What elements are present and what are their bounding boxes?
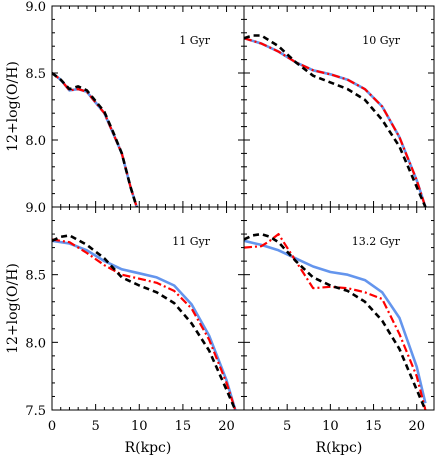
y-tick-label-8-0: 8.0 [25,134,46,149]
x-tick-label-20: 20 [218,419,235,434]
panel-label: 10 Gyr [362,34,400,47]
x-tick-label-10: 10 [131,419,148,434]
axes-ticks [243,5,435,208]
series-solid-line [244,36,427,207]
y-tick-label-8-0: 8.0 [25,336,46,351]
y-tick-label-8-5: 8.5 [25,67,46,82]
series-dashed-line [52,234,237,410]
panel-label: 13.2 Gyr [352,235,401,248]
axes-ticks [243,206,435,411]
y-axis-title: 12+log(O/H) [5,263,21,354]
series-solid-line [52,239,237,410]
series-dashed-line [52,71,138,207]
panel-11-gyr: 11 Gyr 9.0 8.5 8.0 7.50 5 10 15 20 R(kpc) 12+log(O… [5,201,245,456]
y-tick-label-9-0: 9.0 [25,0,46,15]
series-dashed-line [244,232,427,410]
panel-13-2-gyr: 13.2 Gyr 5 10 15 20 R(kpc) [243,206,435,456]
panel-label: 11 Gyr [172,235,210,248]
x-tick-label-10: 10 [322,419,339,434]
x-tick-label-15: 15 [365,419,382,434]
panel-frame [51,206,245,411]
axes-ticks [51,206,245,411]
series-dashdot-line [244,233,427,410]
series-solid-line [244,239,427,404]
series-dashed-line [244,34,427,207]
panel-frame [243,5,435,208]
panel-10-gyr: 10 Gyr [243,5,435,208]
x-tick-label-0: 0 [48,419,56,434]
x-tick-label-5: 5 [91,419,99,434]
series-dashdot-line [52,72,138,207]
y-tick-label-8-5: 8.5 [25,269,46,284]
y-tick-label-7-5: 7.5 [25,404,46,419]
y-tick-label-9-0: 9.0 [25,201,46,216]
x-tick-label-15: 15 [175,419,192,434]
x-tick-label-20: 20 [408,419,425,434]
x-tick-label-5: 5 [283,419,291,434]
panel-1-gyr: 1 Gyr 9.0 8.5 8.0 12+log(O/H) [5,0,245,208]
x-axis-title: R(kpc) [125,440,172,456]
series-dashdot-line [52,238,237,410]
y-axis-title: 12+log(O/H) [5,61,21,152]
panel-frame [51,5,245,208]
x-axis-title: R(kpc) [316,440,363,456]
series-solid-line [52,71,138,207]
axes-ticks [51,5,245,208]
series-dashdot-line [244,37,427,207]
panel-label: 1 Gyr [179,34,210,47]
panel-frame [243,206,435,411]
